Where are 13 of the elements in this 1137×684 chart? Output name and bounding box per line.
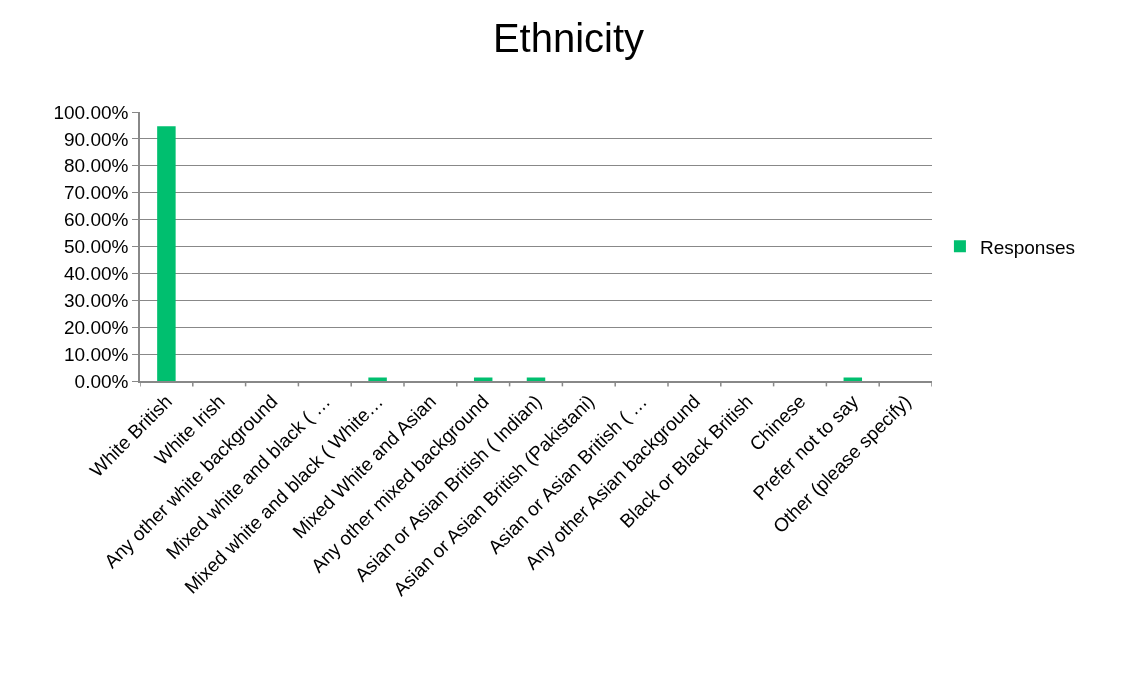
y-tick-label: 20.00%: [64, 316, 129, 338]
y-tick-label: 30.00%: [64, 289, 129, 311]
y-tick-label: 90.00%: [64, 128, 129, 150]
legend-label: Responses: [979, 236, 1075, 258]
y-tick-label: 40.00%: [64, 263, 129, 285]
y-tick-label: 0.00%: [74, 370, 129, 392]
y-tick-label: 100.00%: [53, 101, 129, 123]
y-tick-label: 10.00%: [64, 343, 129, 365]
y-tick-label: 70.00%: [64, 182, 129, 204]
chart-title: Ethnicity: [492, 15, 645, 60]
y-tick-label: 60.00%: [64, 209, 129, 231]
y-tick-label: 50.00%: [64, 236, 129, 258]
y-tick-label: 80.00%: [64, 155, 129, 177]
